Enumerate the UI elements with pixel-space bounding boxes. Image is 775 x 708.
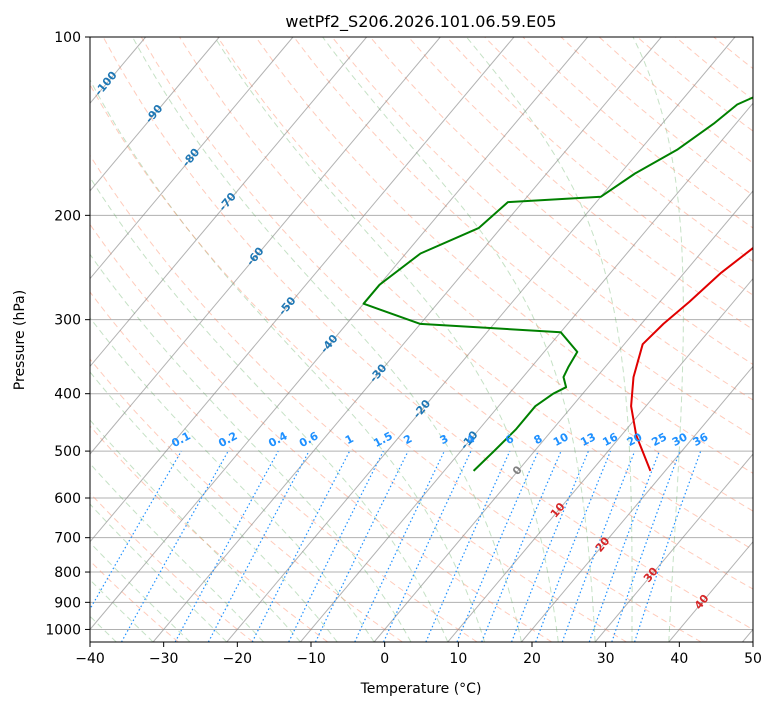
moist-adiabat	[322, 37, 596, 642]
dry-adiabats	[90, 37, 753, 642]
moist-adiabat	[632, 37, 684, 642]
x-tick-label: 20	[523, 651, 541, 667]
x-axis-label: Temperature (°C)	[360, 681, 482, 697]
dry-adiabat	[90, 560, 179, 642]
mixing-ratio-label: 30	[670, 430, 690, 449]
series-temperature-line	[630, 246, 753, 472]
moist-adiabat	[214, 37, 559, 642]
moist-adiabat	[466, 37, 633, 642]
profile-series	[362, 96, 753, 472]
mixing-ratio-line	[288, 450, 384, 642]
mixing-ratio-line	[120, 450, 229, 642]
isotherm-line	[90, 37, 220, 192]
moist-adiabat	[90, 176, 449, 642]
series-dewpoint-line	[362, 96, 753, 472]
moist-adiabat	[90, 541, 191, 642]
dry-adiabat	[217, 37, 753, 512]
mixing-ratio-line	[634, 450, 702, 642]
isotherm-line	[594, 453, 753, 642]
y-tick-label: 700	[54, 531, 81, 547]
dry-adiabat	[446, 37, 753, 296]
moist-adiabat	[90, 78, 486, 642]
moist-adiabats	[90, 37, 684, 642]
isotherm-line	[226, 37, 736, 642]
x-tick-label: −40	[75, 651, 105, 667]
plot-area	[90, 37, 753, 642]
mixing-ratio-line	[588, 450, 660, 642]
plot-frame	[89, 36, 754, 643]
mixing-ratio-line	[561, 450, 636, 642]
dry-adiabat	[408, 37, 753, 331]
dry-adiabat	[102, 37, 753, 630]
isotherm-line	[90, 37, 294, 280]
dry-adiabat	[140, 37, 753, 590]
y-tick-label: 1000	[45, 622, 81, 638]
x-tick-label: 30	[597, 651, 615, 667]
mixing-ratio-line	[174, 450, 279, 642]
x-tick-label: −10	[296, 651, 326, 667]
isotherm-line	[300, 102, 753, 642]
moist-adiabat	[90, 317, 375, 642]
y-tick-label: 600	[54, 491, 81, 507]
mixing-ratio-label: 13	[578, 430, 598, 449]
isotherm-line	[521, 365, 753, 642]
moist-adiabat	[90, 253, 412, 642]
mixing-ratio-label: 25	[649, 430, 669, 449]
x-tick-label: 50	[744, 651, 762, 667]
moist-adiabat	[90, 579, 154, 642]
mixing-ratio-line	[207, 450, 310, 642]
isotherm-line	[90, 37, 589, 631]
isotherm-line	[447, 277, 753, 642]
mixing-ratio-line	[481, 450, 562, 642]
dry-adiabat	[90, 358, 403, 642]
moist-adiabat	[132, 37, 522, 642]
moist-adiabat	[90, 371, 338, 642]
mixing-ratio-line	[535, 450, 612, 642]
isotherm-line	[152, 37, 662, 642]
dry-adiabat	[90, 291, 478, 642]
dry-adiabat	[255, 37, 753, 474]
x-axis-ticks: −40 −30 −20 −10 0 10 20 30 40 50	[75, 642, 762, 667]
y-axis-ticks: 100 200 300 400 500 600 700 800 900 1000	[45, 30, 90, 638]
x-tick-label: 40	[670, 651, 688, 667]
y-tick-label: 100	[54, 30, 81, 46]
y-tick-label: 500	[54, 444, 81, 460]
mixing-ratio-line	[456, 450, 539, 642]
dry-adiabat	[90, 154, 627, 642]
y-tick-label: 400	[54, 387, 81, 403]
isotherms	[90, 37, 753, 642]
mixing-ratio-lines	[90, 450, 702, 642]
y-axis-label: Pressure (hPa)	[12, 290, 28, 390]
mixing-ratio-label: 36	[691, 430, 711, 449]
x-tick-label: 10	[449, 651, 467, 667]
isotherm-line	[90, 37, 368, 368]
chart-title: wetPf2_S206.2026.101.06.59.E05	[285, 12, 556, 32]
x-tick-label: −30	[149, 651, 179, 667]
y-tick-label: 800	[54, 565, 81, 581]
mixing-ratio-label: 10	[551, 430, 571, 449]
moist-adiabat	[90, 419, 301, 642]
x-tick-label: 0	[380, 651, 389, 667]
mixing-ratio-line	[611, 450, 681, 642]
x-tick-label: −20	[223, 651, 253, 667]
y-tick-label: 300	[54, 313, 81, 329]
isotherm-line	[373, 190, 753, 642]
isotherm-line	[90, 37, 441, 455]
y-tick-label: 900	[54, 595, 81, 611]
mixing-ratio-line	[425, 450, 511, 642]
mixing-ratio-label: 20	[625, 430, 645, 449]
y-tick-label: 200	[54, 208, 81, 224]
mixing-ratio-line	[511, 450, 589, 642]
mixing-ratio-label: 16	[600, 430, 620, 449]
